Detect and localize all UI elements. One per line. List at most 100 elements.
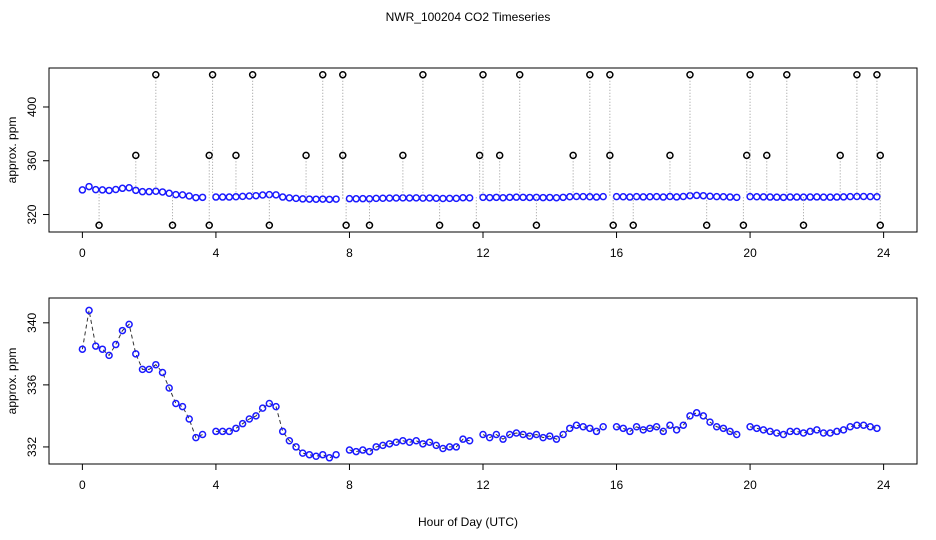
data-point bbox=[439, 194, 447, 203]
data-point bbox=[105, 351, 113, 360]
data-point bbox=[726, 427, 734, 436]
data-point bbox=[238, 192, 247, 201]
data-point bbox=[873, 424, 881, 433]
data-point bbox=[252, 412, 260, 420]
data-point bbox=[112, 340, 120, 349]
data-point bbox=[566, 193, 574, 201]
data-point bbox=[385, 440, 394, 448]
data-point bbox=[232, 424, 240, 433]
data-point bbox=[836, 151, 844, 160]
data-point bbox=[672, 193, 681, 201]
data-point bbox=[592, 193, 601, 201]
data-point bbox=[118, 184, 127, 193]
data-point bbox=[799, 429, 808, 437]
data-point bbox=[302, 151, 310, 160]
data-point bbox=[505, 193, 514, 202]
data-point bbox=[272, 402, 280, 411]
data-point bbox=[826, 429, 834, 437]
data-point bbox=[666, 151, 674, 160]
data-point bbox=[866, 423, 875, 431]
data-point bbox=[475, 151, 484, 160]
data-point bbox=[519, 430, 527, 439]
x-tick-label: 24 bbox=[877, 478, 891, 492]
data-point bbox=[773, 429, 781, 437]
data-point bbox=[566, 424, 574, 433]
data-point bbox=[319, 450, 327, 459]
data-point bbox=[525, 193, 534, 202]
data-point bbox=[445, 194, 454, 203]
data-point bbox=[839, 426, 848, 434]
data-point bbox=[732, 430, 741, 439]
data-point bbox=[165, 189, 173, 198]
data-point bbox=[786, 193, 794, 201]
data-point bbox=[592, 427, 601, 436]
data-point bbox=[512, 193, 521, 201]
y-tick-label: 332 bbox=[25, 437, 39, 457]
data-point bbox=[292, 194, 300, 203]
data-point bbox=[145, 365, 153, 374]
data-point bbox=[873, 70, 881, 79]
data-point bbox=[372, 443, 380, 451]
data-point bbox=[98, 186, 107, 194]
data-point bbox=[846, 423, 854, 431]
data-point bbox=[626, 427, 634, 436]
data-point bbox=[539, 193, 547, 202]
data-point bbox=[85, 306, 93, 315]
y-tick-label: 360 bbox=[25, 150, 39, 170]
data-point bbox=[91, 342, 100, 350]
data-point bbox=[846, 192, 854, 201]
data-point bbox=[118, 326, 127, 335]
data-point bbox=[312, 195, 320, 203]
data-point bbox=[485, 433, 494, 442]
data-point bbox=[853, 70, 861, 79]
data-point bbox=[706, 192, 714, 200]
data-point bbox=[145, 187, 153, 196]
data-point bbox=[833, 193, 841, 201]
data-point bbox=[225, 427, 234, 436]
data-point bbox=[612, 192, 621, 201]
x-tick-label: 16 bbox=[610, 246, 624, 260]
data-point bbox=[652, 423, 661, 431]
data-point bbox=[152, 360, 160, 369]
data-point bbox=[85, 182, 93, 191]
x-tick-label: 8 bbox=[346, 478, 353, 492]
data-point bbox=[639, 193, 647, 201]
data-point bbox=[342, 221, 350, 230]
data-point bbox=[485, 193, 494, 202]
data-point bbox=[692, 409, 701, 417]
data-point bbox=[479, 430, 487, 439]
series-line bbox=[81, 310, 878, 459]
data-point bbox=[305, 450, 314, 459]
data-point bbox=[606, 70, 614, 79]
data-point bbox=[278, 427, 287, 436]
data-point bbox=[132, 151, 140, 160]
data-point bbox=[265, 221, 274, 230]
data-point bbox=[372, 194, 380, 203]
data-point bbox=[105, 186, 113, 195]
data-point bbox=[238, 419, 247, 428]
data-point bbox=[742, 151, 751, 160]
data-point bbox=[172, 399, 180, 408]
data-point bbox=[759, 193, 768, 201]
data-point bbox=[459, 435, 467, 443]
data-point bbox=[91, 185, 100, 194]
data-point bbox=[699, 191, 708, 200]
data-point bbox=[192, 193, 200, 202]
x-tick-label: 4 bbox=[213, 478, 220, 492]
data-point bbox=[305, 195, 314, 203]
data-point bbox=[793, 427, 801, 436]
data-point bbox=[679, 192, 688, 201]
data-point bbox=[178, 191, 187, 199]
x-tick-label: 0 bbox=[79, 246, 86, 260]
data-point bbox=[98, 345, 107, 353]
data-point bbox=[158, 368, 167, 377]
plot-frame bbox=[48, 297, 918, 465]
x-tick-label: 24 bbox=[877, 246, 891, 260]
data-point bbox=[639, 426, 647, 434]
data-point bbox=[325, 195, 334, 204]
data-point bbox=[435, 221, 444, 230]
data-point bbox=[359, 446, 367, 454]
data-point bbox=[819, 193, 828, 201]
data-point bbox=[712, 192, 721, 201]
data-point bbox=[629, 221, 637, 230]
